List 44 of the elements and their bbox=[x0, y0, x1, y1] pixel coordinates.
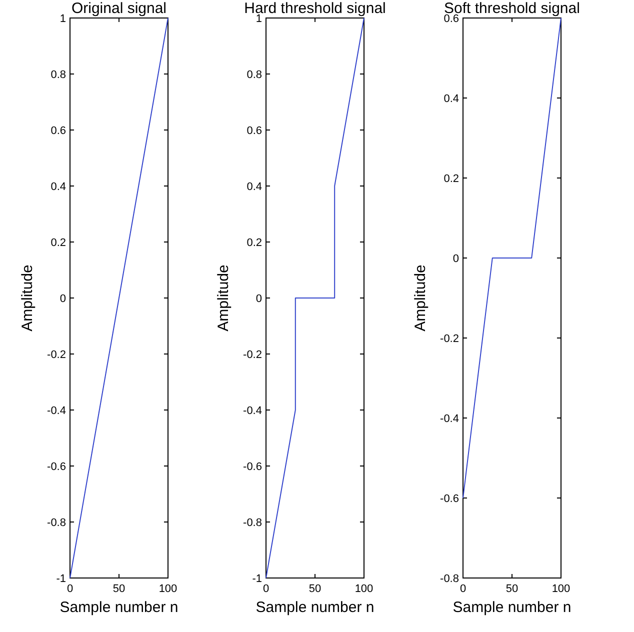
y-tick-label: -0.8 bbox=[243, 516, 262, 529]
y-tick-label: 0.4 bbox=[246, 180, 262, 193]
y-tick-label: -1 bbox=[56, 572, 66, 585]
y-tick-label: 0 bbox=[452, 252, 459, 265]
x-tick-label: 100 bbox=[158, 583, 178, 595]
x-tick-label: 100 bbox=[354, 583, 374, 595]
y-tick-label: -0.6 bbox=[47, 460, 66, 473]
y-tick-label: -0.4 bbox=[47, 404, 66, 417]
y-tick-label: -0.4 bbox=[243, 404, 262, 417]
y-tick-label: -0.6 bbox=[243, 460, 262, 473]
x-tick-label: 50 bbox=[112, 583, 126, 595]
y-tick-label: -0.8 bbox=[47, 516, 66, 529]
y-tick-label: -0.4 bbox=[440, 412, 459, 425]
y-tick-label: 0.4 bbox=[50, 180, 66, 193]
y-axis-title: Amplitude bbox=[215, 264, 232, 332]
y-tick-label: 0.2 bbox=[246, 236, 262, 249]
y-tick-label: 0.6 bbox=[246, 124, 262, 137]
y-tick-label: 0.8 bbox=[50, 68, 66, 81]
y-tick-label: 0.8 bbox=[246, 68, 262, 81]
y-axis-title: Amplitude bbox=[412, 264, 429, 332]
chart-title: Original signal bbox=[71, 0, 167, 17]
x-tick-label: 50 bbox=[308, 583, 322, 595]
y-tick-label: 0.2 bbox=[444, 172, 459, 185]
x-tick-label: 0 bbox=[460, 583, 466, 595]
y-tick-label: 0.2 bbox=[50, 236, 66, 249]
y-tick-label: 0.4 bbox=[444, 92, 459, 105]
x-tick-label: 100 bbox=[552, 583, 570, 595]
y-tick-label: 1 bbox=[60, 12, 66, 25]
x-tick-label: 50 bbox=[506, 583, 518, 595]
line-series bbox=[266, 18, 364, 578]
x-axis-title: Sample number n bbox=[60, 599, 178, 616]
x-axis-title: Sample number n bbox=[256, 599, 374, 616]
y-tick-label: 0 bbox=[60, 292, 66, 305]
y-tick-label: -0.2 bbox=[440, 332, 459, 345]
y-axis-title: Amplitude bbox=[19, 264, 36, 332]
x-axis-title: Sample number n bbox=[452, 599, 572, 616]
y-tick-label: 1 bbox=[256, 12, 262, 25]
y-tick-label: -0.2 bbox=[243, 348, 262, 361]
y-tick-label: 0 bbox=[256, 292, 262, 305]
y-tick-label: -0.8 bbox=[440, 572, 459, 585]
y-tick-label: -1 bbox=[252, 572, 262, 585]
y-tick-label: 0.6 bbox=[50, 124, 66, 137]
y-tick-label: -0.6 bbox=[440, 492, 459, 505]
y-tick-label: -0.2 bbox=[47, 348, 66, 361]
